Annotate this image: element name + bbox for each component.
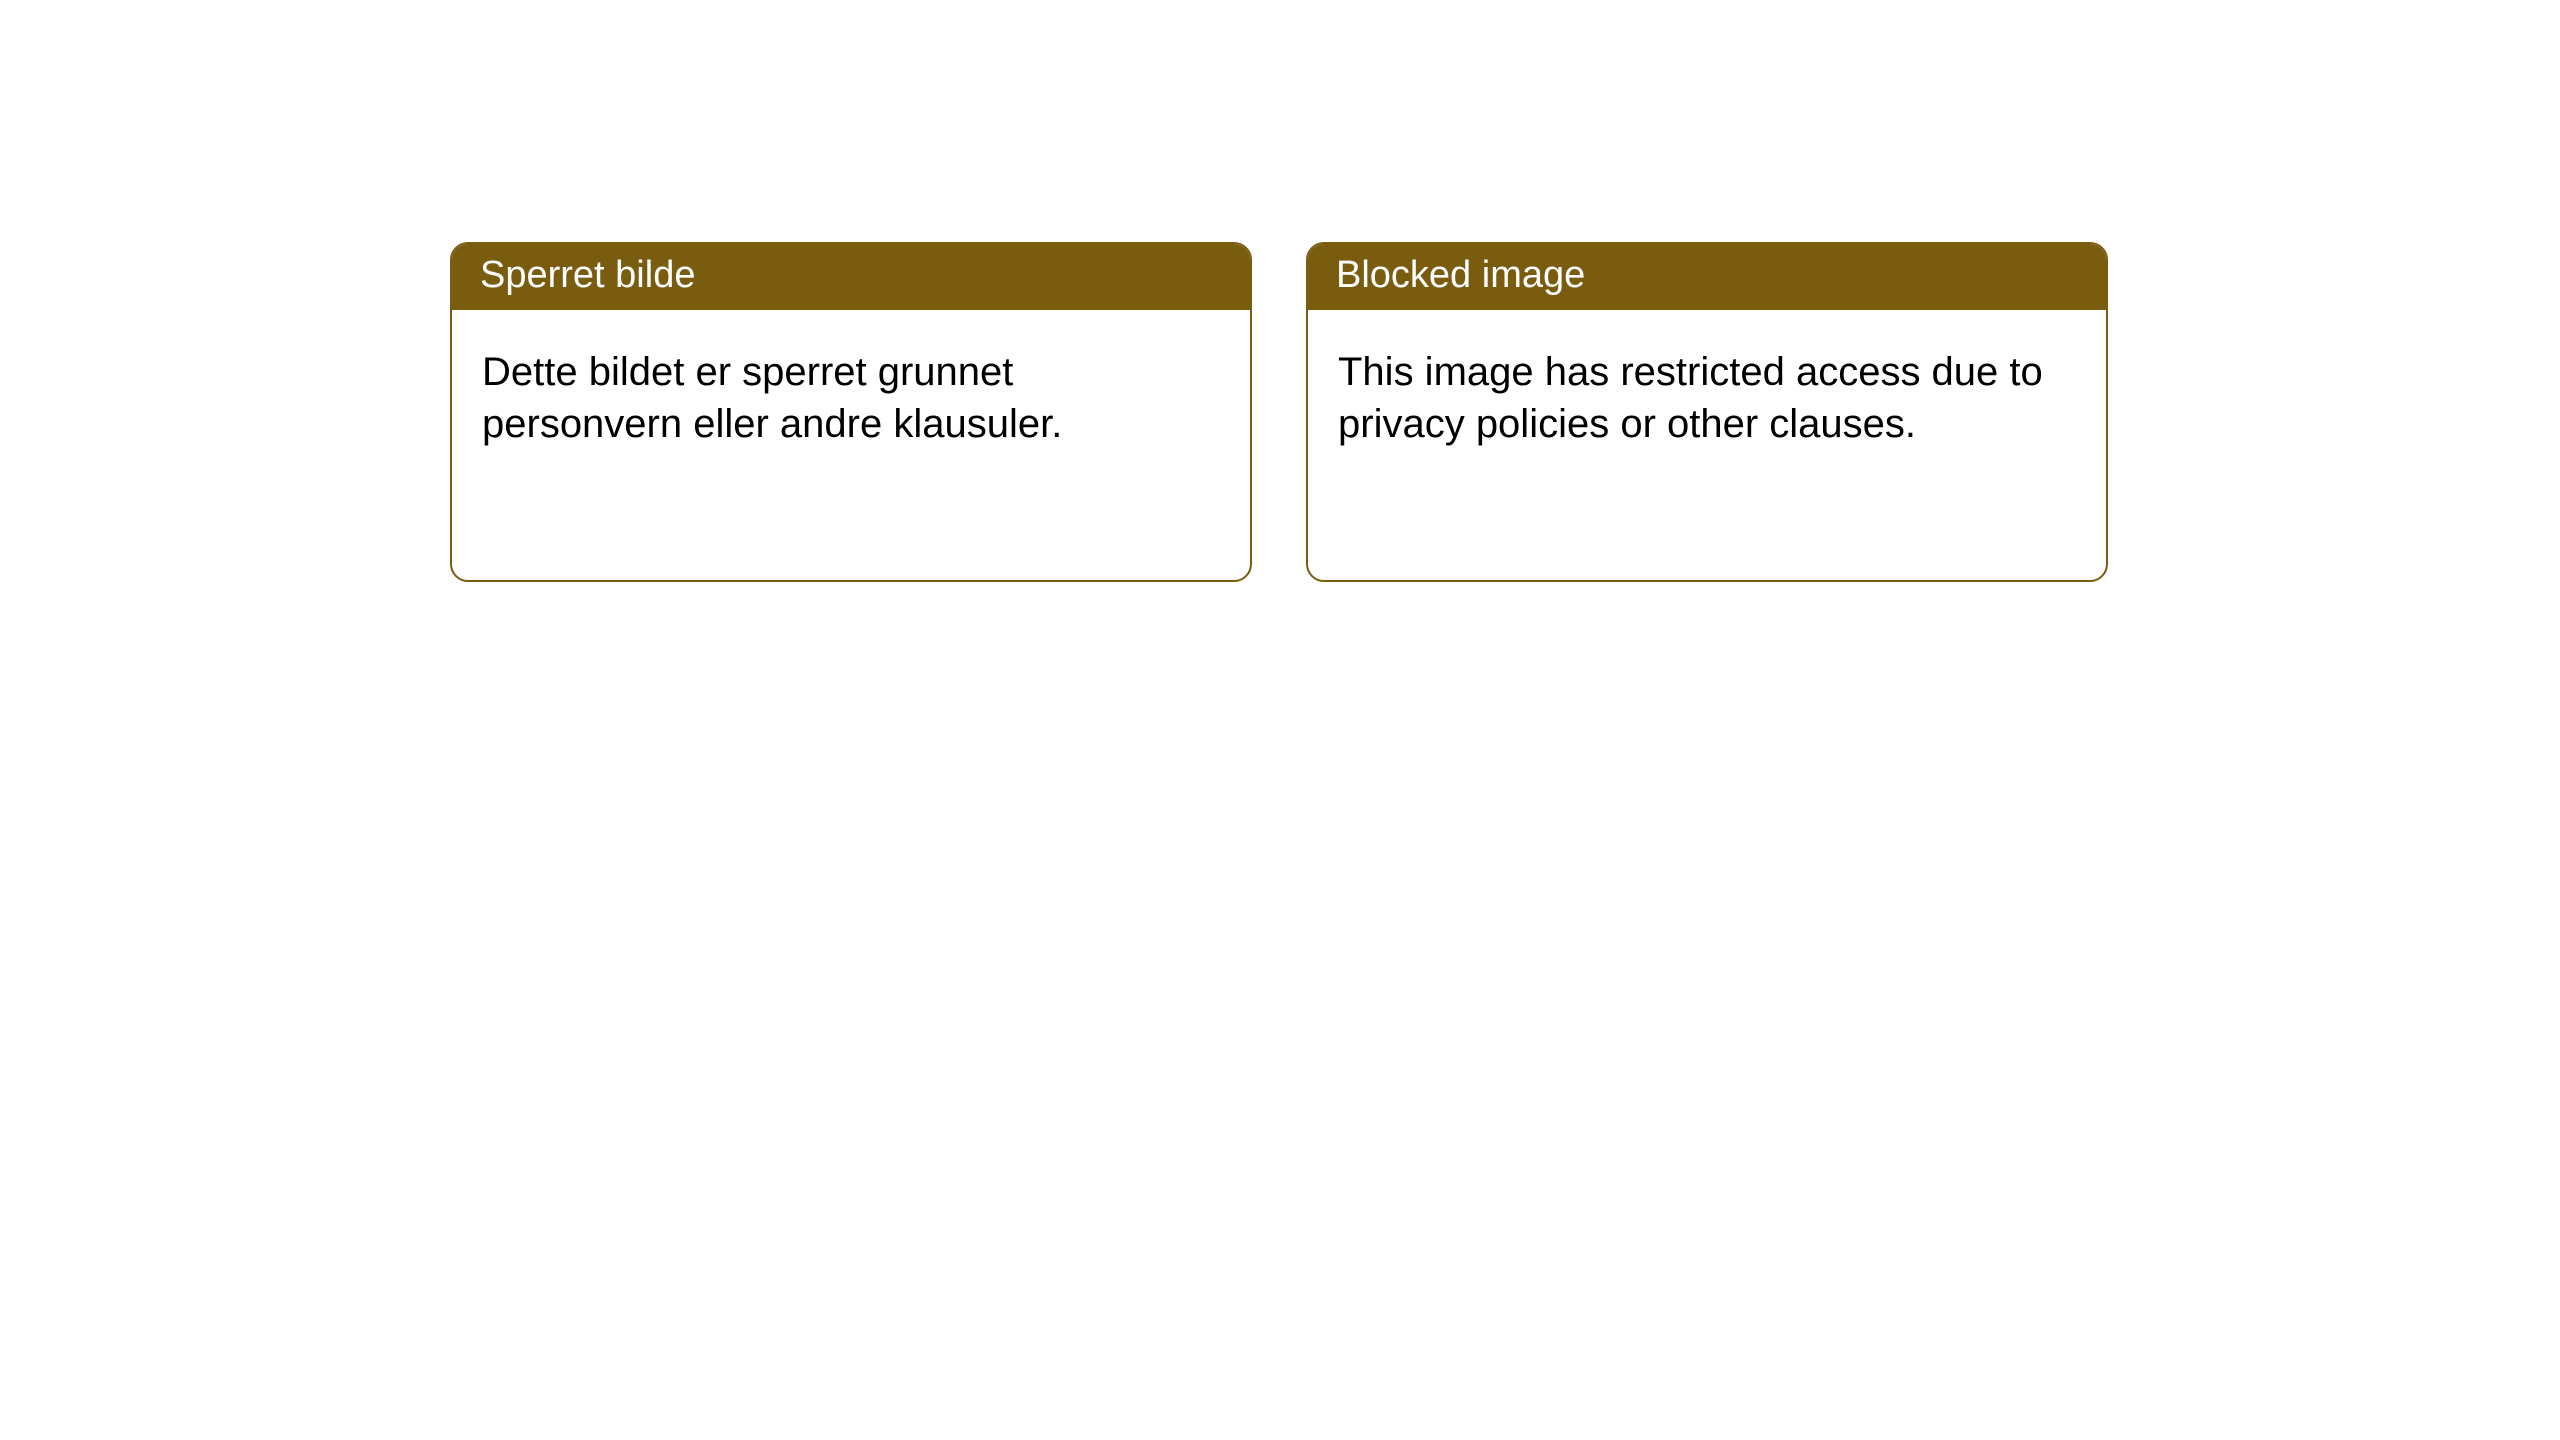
card-message-en: This image has restricted access due to … (1338, 346, 2076, 450)
card-header-en: Blocked image (1308, 244, 2106, 310)
card-title-no: Sperret bilde (480, 254, 695, 296)
card-body-no: Dette bildet er sperret grunnet personve… (452, 310, 1250, 580)
card-body-en: This image has restricted access due to … (1308, 310, 2106, 580)
blocked-image-card-en: Blocked image This image has restricted … (1306, 242, 2108, 582)
card-message-no: Dette bildet er sperret grunnet personve… (482, 346, 1220, 450)
blocked-image-card-no: Sperret bilde Dette bildet er sperret gr… (450, 242, 1252, 582)
notice-cards-row: Sperret bilde Dette bildet er sperret gr… (450, 242, 2108, 582)
card-header-no: Sperret bilde (452, 244, 1250, 310)
card-title-en: Blocked image (1336, 254, 1585, 296)
